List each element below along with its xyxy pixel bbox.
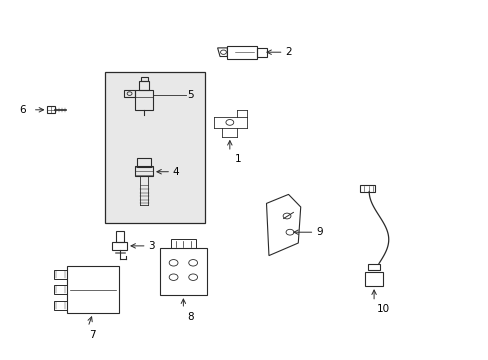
Bar (105, 72, 205, 223)
Text: 9: 9 (316, 227, 323, 237)
Bar (360, 185, 374, 192)
Bar (139, 81, 149, 90)
Bar (54, 301, 67, 310)
Text: 5: 5 (187, 90, 194, 100)
Bar (112, 242, 127, 250)
Text: 2: 2 (285, 47, 291, 57)
Bar (47, 106, 55, 113)
Text: 6: 6 (20, 105, 26, 115)
Bar (160, 248, 206, 295)
Text: 10: 10 (376, 304, 389, 314)
Bar (171, 239, 195, 248)
Bar (141, 77, 147, 81)
Text: 4: 4 (172, 167, 179, 177)
Bar (367, 264, 380, 270)
Bar (365, 272, 382, 286)
Text: 3: 3 (148, 241, 155, 251)
Bar (135, 166, 153, 176)
Bar (67, 266, 118, 313)
Text: 1: 1 (234, 154, 241, 164)
Bar (116, 231, 123, 242)
Text: 8: 8 (187, 312, 194, 323)
Bar (54, 285, 67, 294)
Bar (137, 158, 151, 167)
Text: 7: 7 (89, 330, 96, 341)
Bar (54, 270, 67, 279)
Bar (135, 90, 153, 110)
